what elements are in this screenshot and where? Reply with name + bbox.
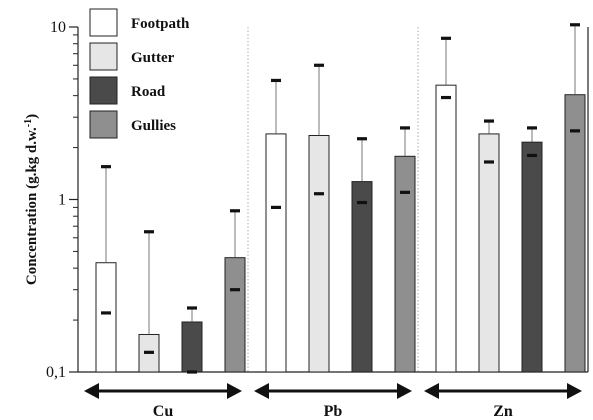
y-axis-ticks: 0,1 1 10	[46, 19, 78, 381]
y-tick-label: 1	[58, 192, 66, 209]
bars	[95, 84, 586, 373]
bar-zn-footpath	[435, 84, 457, 373]
bar-pb-footpath	[265, 133, 287, 373]
legend-swatch-gutter	[89, 42, 118, 71]
y-tick-label: 0,1	[46, 364, 66, 381]
group-label-zn: Zn	[493, 403, 513, 420]
y-axis-label: Concentration (g.kg d.w.-1)	[23, 114, 41, 285]
bar-cu-gullies	[224, 257, 246, 373]
legend: Footpath Gutter Road Gullies	[89, 8, 190, 139]
group-axis: Cu Pb Zn	[84, 383, 582, 420]
bar-cu-footpath	[95, 262, 117, 373]
legend-swatch-road	[89, 76, 118, 105]
bar-zn-gutter	[478, 133, 500, 373]
legend-swatch-gullies	[89, 110, 118, 139]
error-bars	[101, 23, 580, 374]
group-label-pb: Pb	[324, 403, 343, 420]
legend-label-road: Road	[131, 84, 166, 100]
legend-label-gullies: Gullies	[131, 118, 176, 134]
group-label-cu: Cu	[153, 403, 174, 420]
bar-pb-gullies	[394, 155, 416, 373]
legend-label-footpath: Footpath	[131, 16, 190, 32]
legend-swatch-footpath	[89, 8, 118, 37]
group-arrow-head-right	[397, 383, 412, 399]
plot-frame	[77, 27, 589, 373]
group-arrow-head-left	[424, 383, 439, 399]
bar-pb-road	[351, 181, 373, 373]
group-arrow-head-left	[84, 383, 99, 399]
bar-zn-road	[521, 141, 543, 373]
y-axis-label-sup: -1	[23, 119, 34, 127]
bar-zn-gullies	[564, 94, 586, 373]
legend-label-gutter: Gutter	[131, 50, 175, 66]
bar-cu-road	[181, 321, 203, 373]
group-arrow-head-left	[254, 383, 269, 399]
y-axis-label-end: )	[24, 114, 40, 119]
group-arrow-head-right	[227, 383, 242, 399]
group-separators	[247, 27, 419, 372]
group-arrow-head-right	[567, 383, 582, 399]
y-tick-label: 10	[50, 19, 66, 36]
y-axis-label-main: Concentration (g.kg d.w.	[24, 127, 40, 285]
bar-pb-gutter	[308, 134, 330, 373]
